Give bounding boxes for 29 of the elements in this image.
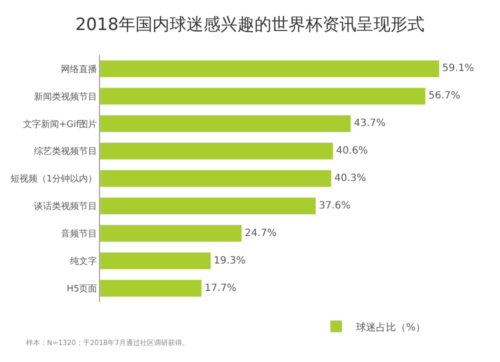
data-label: 19.3%	[214, 255, 246, 266]
chart-title: 2018年国内球迷感兴趣的世界杯资讯呈现形式	[75, 15, 425, 35]
y-tick-label: 谈话类视频节目	[34, 201, 98, 212]
bar	[100, 280, 202, 298]
bar	[100, 224, 242, 242]
bar	[100, 142, 334, 160]
data-label: 24.7%	[244, 228, 277, 239]
bar	[100, 197, 316, 215]
bar	[100, 60, 440, 78]
data-label: 40.6%	[336, 146, 368, 157]
legend-label: 球迷占比（%）	[356, 321, 426, 334]
data-label: 17.7%	[204, 282, 236, 294]
y-tick-label: 新闻类视频节目	[34, 91, 98, 102]
data-label: 37.6%	[318, 200, 351, 212]
y-tick-label: 纯文字	[70, 256, 98, 267]
y-tick-label: 音频节目	[61, 228, 98, 240]
y-tick-label: 文字新闻+Gif图片	[23, 118, 98, 130]
y-tick-label: 网络直播	[61, 64, 98, 75]
y-tick-label: 综艺类视频节目	[34, 146, 98, 158]
y-tick-label: 短视频（1分钟以内）	[10, 174, 98, 185]
bar	[100, 170, 332, 188]
bar	[100, 114, 352, 132]
data-label: 43.7%	[354, 118, 386, 130]
data-label: 40.3%	[334, 173, 366, 184]
bar	[100, 252, 212, 270]
data-label: 56.7%	[428, 90, 460, 102]
data-label: 59.1%	[442, 63, 474, 74]
y-tick-label: H5页面	[66, 284, 98, 294]
bar	[100, 87, 426, 105]
